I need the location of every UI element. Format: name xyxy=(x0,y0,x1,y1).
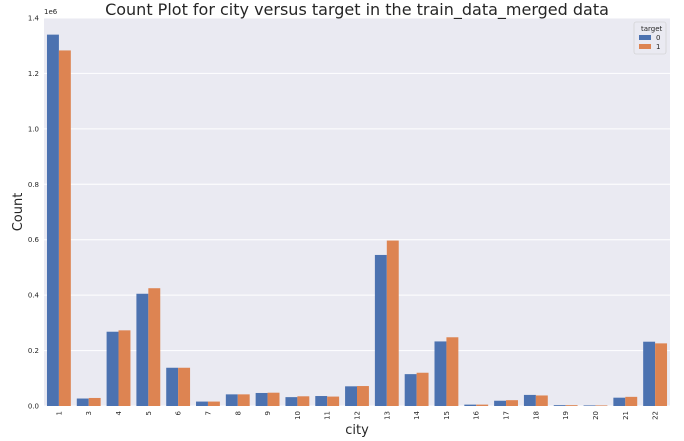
bar-series-1-city-17 xyxy=(506,400,518,406)
x-tick-label: 20 xyxy=(592,411,600,420)
x-tick-labels: 1 3 4 5 6 7 8 9 10 11 12 13 14 15 16 17 18 19 20 21 22 xyxy=(55,410,659,419)
x-tick-label: 18 xyxy=(532,411,540,420)
bar-series-0-city-13 xyxy=(374,254,387,406)
legend-label-0: 0 xyxy=(656,34,660,42)
x-tick-label: 15 xyxy=(443,411,451,420)
y-tick-labels: 0.0 0.2 0.4 0.6 0.8 1.0 1.2 1.4 xyxy=(28,15,40,411)
y-multiplier-label: 1e6 xyxy=(44,8,58,16)
bar-series-0-city-19 xyxy=(553,405,566,406)
y-tick-label: 1.0 xyxy=(28,125,39,133)
x-tick-label: 8 xyxy=(234,411,242,415)
bar-series-1-city-4 xyxy=(118,330,131,406)
bar-series-1-city-8 xyxy=(237,394,250,406)
bar-series-0-city-16 xyxy=(464,404,477,406)
bar-series-0-city-12 xyxy=(345,386,357,406)
bar-series-1-city-12 xyxy=(357,386,369,406)
legend-label-1: 1 xyxy=(656,43,660,51)
bar-series-0-city-9 xyxy=(255,392,268,406)
bar-series-1-city-9 xyxy=(267,392,280,406)
bar-series-1-city-18 xyxy=(535,395,548,406)
x-tick-label: 21 xyxy=(622,411,630,420)
y-tick-label: 0.0 xyxy=(28,403,39,411)
legend-swatch-0 xyxy=(639,35,651,40)
y-tick-label: 1.4 xyxy=(28,15,40,23)
bar-series-0-city-8 xyxy=(225,394,238,406)
x-tick-label: 13 xyxy=(383,411,391,420)
x-tick-label: 3 xyxy=(85,411,93,415)
bar-series-1-city-16 xyxy=(476,404,489,406)
bar-series-0-city-4 xyxy=(106,331,119,406)
x-tick-label: 4 xyxy=(115,410,123,415)
legend-swatch-1 xyxy=(639,44,651,49)
legend: target 0 1 xyxy=(633,21,667,55)
bar-series-0-city-14 xyxy=(404,374,417,406)
bar-series-1-city-15 xyxy=(446,337,459,406)
bar-series-0-city-21 xyxy=(613,397,626,406)
x-tick-label: 19 xyxy=(562,411,570,420)
x-tick-label: 11 xyxy=(324,411,332,420)
bar-series-0-city-5 xyxy=(136,293,149,406)
bar-series-1-city-10 xyxy=(297,396,310,406)
bar-series-1-city-7 xyxy=(207,401,220,406)
bar-series-0-city-20 xyxy=(583,405,596,406)
y-tick-label: 1.2 xyxy=(28,70,39,78)
bar-series-0-city-7 xyxy=(196,401,208,406)
x-tick-label: 1 xyxy=(55,411,63,415)
x-tick-label: 22 xyxy=(652,411,660,420)
bar-series-0-city-1 xyxy=(46,34,59,406)
x-tick-label: 7 xyxy=(204,411,212,415)
x-axis-label: city xyxy=(345,423,369,438)
bar-series-0-city-11 xyxy=(315,396,328,406)
y-tick-label: 0.8 xyxy=(28,181,39,189)
bar-series-0-city-22 xyxy=(643,341,656,406)
bar-series-1-city-14 xyxy=(416,372,429,406)
bar-series-0-city-10 xyxy=(285,397,298,406)
bar-series-0-city-18 xyxy=(523,394,536,406)
x-tick-label: 10 xyxy=(294,411,302,420)
bar-series-1-city-13 xyxy=(386,240,399,406)
x-tick-label: 5 xyxy=(145,411,153,415)
x-tick-label: 14 xyxy=(413,410,421,419)
bar-series-0-city-6 xyxy=(166,367,179,406)
bars xyxy=(46,34,668,406)
bar-series-0-city-3 xyxy=(76,398,89,406)
y-tick-label: 0.4 xyxy=(28,292,40,300)
legend-title: target xyxy=(641,25,663,33)
bar-series-0-city-15 xyxy=(434,341,447,406)
y-tick-label: 0.2 xyxy=(28,347,39,355)
bar-series-1-city-1 xyxy=(58,50,71,406)
bar-series-1-city-5 xyxy=(148,288,161,406)
bar-series-1-city-6 xyxy=(178,367,191,406)
x-tick-label: 16 xyxy=(473,410,481,419)
bar-series-1-city-22 xyxy=(655,343,668,406)
x-tick-label: 6 xyxy=(175,410,183,415)
bar-series-1-city-20 xyxy=(595,405,608,406)
bar-series-1-city-19 xyxy=(565,405,578,406)
bar-series-1-city-3 xyxy=(88,397,101,406)
y-tick-label: 0.6 xyxy=(28,236,40,244)
x-tick-label: 12 xyxy=(354,411,362,420)
x-tick-label: 9 xyxy=(264,411,272,415)
bar-series-1-city-21 xyxy=(625,396,638,406)
x-tick-label: 17 xyxy=(503,411,511,420)
chart-title: Count Plot for city versus target in the… xyxy=(105,0,609,20)
bar-series-0-city-17 xyxy=(494,400,507,406)
y-axis-label: Count xyxy=(11,193,26,232)
bar-series-1-city-11 xyxy=(327,396,340,406)
